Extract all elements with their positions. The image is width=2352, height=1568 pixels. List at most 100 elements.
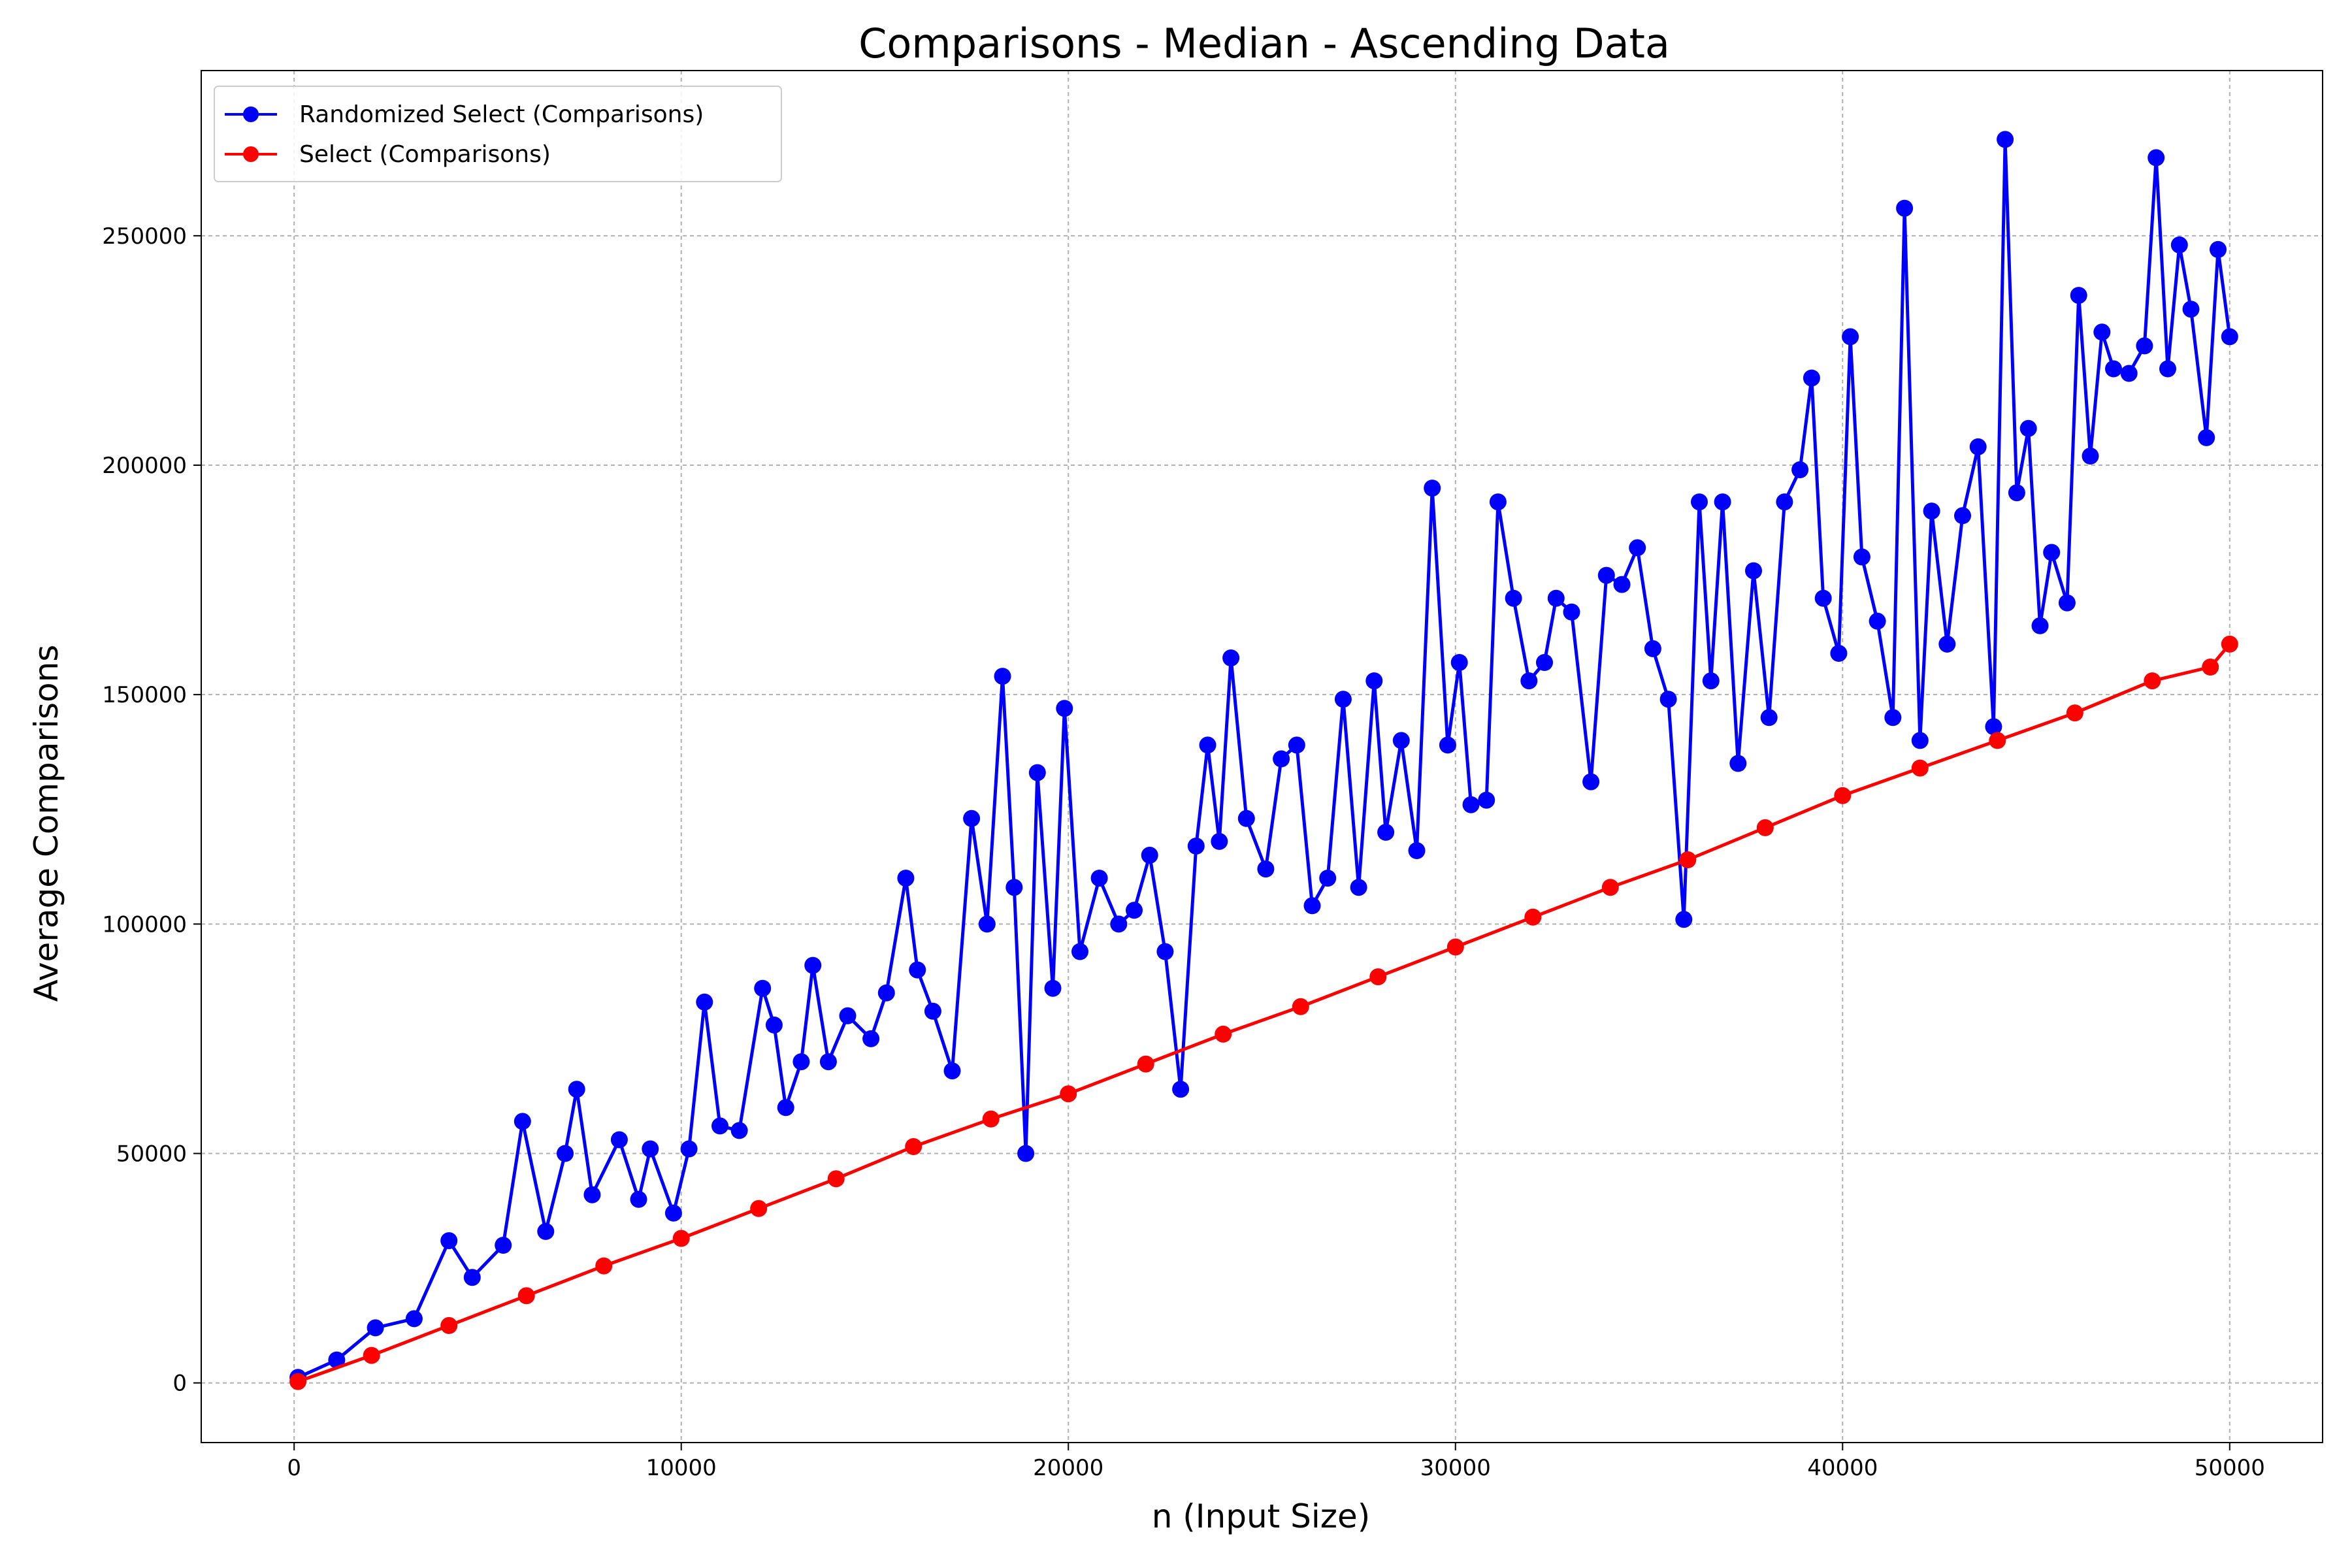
- data-point: [905, 1138, 923, 1155]
- data-point: [2136, 337, 2153, 355]
- data-point: [363, 1347, 380, 1364]
- data-point: [1288, 736, 1305, 754]
- data-point: [1969, 438, 1987, 455]
- data-point: [1028, 764, 1046, 781]
- data-point: [711, 1117, 728, 1135]
- data-point: [1292, 998, 1309, 1015]
- data-point: [1056, 700, 1073, 717]
- data-point: [1446, 938, 1464, 956]
- data-point: [1017, 1145, 1035, 1162]
- data-point: [1319, 870, 1337, 887]
- data-point: [1582, 773, 1600, 791]
- data-point: [1791, 461, 1809, 478]
- data-point: [827, 1170, 845, 1188]
- data-point: [1334, 691, 1352, 708]
- data-point: [2105, 360, 2122, 378]
- data-point: [1702, 672, 1720, 690]
- data-point: [1853, 548, 1870, 566]
- series-randomized-select: [289, 131, 2238, 1386]
- x-tick-label: 10000: [646, 1455, 717, 1481]
- data-point: [862, 1030, 880, 1047]
- data-point: [2031, 617, 2049, 634]
- data-point: [2066, 704, 2083, 722]
- data-point: [557, 1145, 574, 1162]
- data-point: [2019, 419, 2037, 437]
- data-point: [1520, 672, 1538, 690]
- data-point: [909, 961, 926, 979]
- data-point: [1090, 870, 1108, 887]
- data-point: [2202, 659, 2219, 676]
- data-point: [2070, 287, 2087, 304]
- data-point: [2093, 323, 2111, 341]
- data-point: [1392, 732, 1410, 749]
- data-point: [568, 1081, 585, 1098]
- data-point: [1489, 493, 1507, 511]
- data-point: [1215, 1025, 1232, 1043]
- data-point: [2198, 429, 2215, 446]
- data-point: [2170, 236, 2188, 253]
- y-tick-label: 250000: [102, 223, 187, 250]
- data-point: [1563, 603, 1580, 621]
- data-point: [367, 1319, 384, 1337]
- data-point: [1126, 902, 1143, 919]
- data-point: [440, 1232, 458, 1249]
- data-point: [877, 984, 895, 1002]
- data-point: [2159, 360, 2176, 378]
- data-point: [1110, 915, 1128, 933]
- plot-frame: [201, 70, 2323, 1443]
- data-point: [1989, 732, 2006, 749]
- series-layer: [289, 131, 2238, 1390]
- data-point: [1369, 968, 1387, 986]
- y-tick-label: 150000: [102, 682, 187, 708]
- data-point: [1303, 897, 1321, 915]
- data-point: [1408, 842, 1426, 859]
- data-point: [1613, 576, 1631, 593]
- data-point: [463, 1269, 481, 1286]
- chart-title: Comparisons - Median - Ascending Data: [858, 20, 1670, 67]
- data-point: [1222, 649, 1240, 666]
- data-point: [1911, 732, 1929, 749]
- data-point: [1137, 1055, 1154, 1073]
- x-tick-label: 30000: [1420, 1455, 1491, 1481]
- data-point: [839, 1007, 857, 1024]
- data-point: [2008, 484, 2025, 502]
- data-point: [792, 1053, 810, 1071]
- data-point: [1729, 755, 1747, 772]
- data-point: [1505, 589, 1522, 607]
- data-point: [537, 1222, 555, 1240]
- data-point: [595, 1257, 613, 1275]
- data-point: [754, 979, 772, 997]
- data-point: [1365, 672, 1383, 690]
- data-point: [1187, 838, 1205, 855]
- data-point: [1911, 759, 1929, 777]
- x-axis-title: n (Input Size): [1152, 1497, 1371, 1535]
- data-point: [1156, 943, 1174, 960]
- y-tick-label: 50000: [116, 1141, 187, 1168]
- data-point: [1257, 860, 1275, 878]
- ticks: 0 10000 20000 30000 40000 50000 0 50000 100000 15…: [102, 223, 2265, 1481]
- data-point: [1273, 750, 1290, 768]
- data-point: [1629, 539, 1646, 557]
- data-point: [664, 1204, 682, 1222]
- data-point: [1691, 493, 1708, 511]
- x-tick-label: 0: [287, 1455, 301, 1481]
- data-point: [1923, 502, 1940, 520]
- legend-box: [214, 86, 782, 182]
- data-point: [943, 1062, 961, 1080]
- data-point: [1803, 369, 1820, 387]
- data-point: [696, 993, 713, 1011]
- data-point: [2144, 672, 2161, 690]
- x-tick-label: 20000: [1033, 1455, 1103, 1481]
- data-point: [1760, 709, 1778, 727]
- data-point: [1884, 709, 1902, 727]
- x-tick-label: 40000: [1807, 1455, 1878, 1481]
- data-point: [1377, 823, 1395, 841]
- data-point: [897, 870, 915, 887]
- data-point: [1756, 819, 1774, 836]
- data-point: [2043, 544, 2061, 561]
- data-point: [1141, 847, 1158, 864]
- data-point: [2082, 448, 2099, 465]
- data-point: [730, 1122, 748, 1139]
